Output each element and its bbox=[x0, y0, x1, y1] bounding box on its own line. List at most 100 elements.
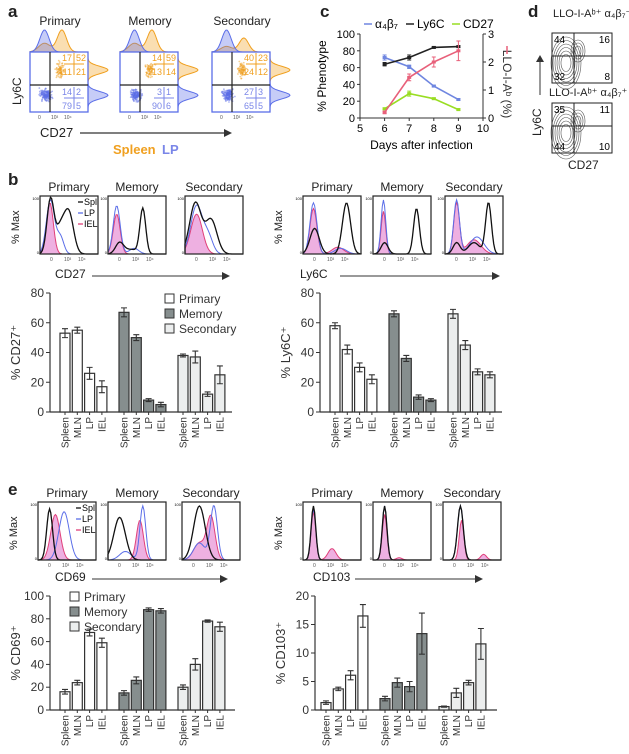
spleen-event-dot bbox=[243, 69, 246, 72]
histogram-plot: 100 0 0 10³ 10⁴ bbox=[435, 501, 502, 569]
x-tick-label: LP bbox=[144, 715, 155, 728]
condition-title: Secondary bbox=[213, 14, 271, 28]
hist-ymin: 0 bbox=[182, 250, 185, 255]
spleen-event-dot bbox=[242, 66, 245, 69]
error-bar bbox=[180, 353, 186, 358]
error-bar bbox=[157, 607, 164, 614]
error-bar bbox=[382, 110, 387, 115]
lp-event-dot bbox=[38, 90, 41, 93]
condition-title: Secondary bbox=[445, 180, 503, 194]
error-bar bbox=[180, 684, 186, 691]
hist-ymin: 0 bbox=[105, 250, 108, 255]
plot-frame bbox=[442, 501, 502, 561]
right-histogram bbox=[87, 52, 109, 113]
panel-label-a: a bbox=[8, 2, 18, 21]
error-bar bbox=[462, 340, 469, 351]
lp-event-dot bbox=[40, 93, 42, 96]
tick-label: 10⁴ bbox=[78, 257, 86, 263]
lp-event-dot bbox=[228, 101, 230, 103]
y-tick-label: 20 bbox=[31, 375, 45, 389]
spleen-event-dot bbox=[150, 62, 153, 65]
quadrant-value: 59 bbox=[166, 53, 176, 63]
quadrant-value: 14 bbox=[152, 53, 162, 63]
spleen-event-dot bbox=[59, 74, 62, 77]
y-axis-label: % CD27⁺ bbox=[8, 325, 23, 380]
quadrant-value: 6 bbox=[166, 101, 171, 111]
legend-label: Spl bbox=[82, 503, 95, 513]
x-tick-label: Spleen bbox=[120, 715, 131, 746]
y-tick-label: 60 bbox=[301, 316, 315, 330]
spleen-event-dot bbox=[240, 77, 243, 80]
x-tick-label: IEL bbox=[215, 715, 226, 730]
lp-event-dot bbox=[136, 96, 139, 99]
lp-event-dot bbox=[137, 100, 140, 103]
y2-tick-label: 3 bbox=[488, 29, 494, 41]
hist-ymax: 100 bbox=[435, 502, 442, 507]
lp-event-dot bbox=[222, 90, 225, 93]
error-bar bbox=[86, 628, 93, 637]
lp-event-dot bbox=[227, 94, 229, 97]
error-bar bbox=[431, 46, 436, 49]
tick-label: 0 bbox=[220, 115, 223, 121]
error-bar bbox=[394, 677, 401, 688]
error-bar bbox=[477, 627, 484, 660]
plot-frame bbox=[302, 195, 362, 255]
error-bar bbox=[86, 366, 93, 380]
lp-event-dot bbox=[134, 91, 137, 94]
error-bar bbox=[474, 368, 481, 376]
lp-event-dot bbox=[232, 96, 235, 99]
spleen-event-dot bbox=[58, 62, 61, 65]
x-arrow bbox=[340, 272, 500, 280]
hist-ymax: 100 bbox=[30, 502, 37, 507]
error-bar bbox=[441, 705, 447, 708]
quadrant-value: 5 bbox=[76, 101, 81, 111]
hist-ymin: 0 bbox=[370, 556, 373, 561]
tick-label: 10⁴ bbox=[481, 563, 489, 569]
spleen-event-dot bbox=[244, 73, 246, 76]
tick-label: 0 bbox=[383, 563, 386, 569]
tick-label: 0 bbox=[383, 257, 386, 263]
bar-secondary-mln bbox=[189, 356, 201, 413]
plot-frame bbox=[444, 195, 504, 255]
x-tick-label: Spleen bbox=[331, 417, 342, 448]
hist-ylabel: % Max bbox=[10, 210, 22, 244]
lp-event-dot bbox=[45, 91, 48, 93]
error-bar bbox=[431, 84, 436, 88]
y-tick-label: 20 bbox=[301, 375, 315, 389]
hist-ymax: 100 bbox=[437, 196, 444, 201]
tick-label: 10⁴ bbox=[411, 563, 419, 569]
error-bar bbox=[145, 398, 152, 403]
contour-line bbox=[560, 54, 572, 72]
error-bar bbox=[427, 398, 434, 403]
hist-ymax: 100 bbox=[365, 196, 372, 201]
x-tick-label: IEL bbox=[485, 417, 496, 432]
y-tick-label: 100 bbox=[337, 29, 355, 41]
bar-secondary-mln bbox=[459, 344, 471, 413]
spleen-event-dot bbox=[61, 66, 64, 69]
bar-memory-mln bbox=[400, 357, 412, 413]
hist-ymax: 100 bbox=[295, 196, 302, 201]
error-bar bbox=[407, 54, 412, 61]
error-bar bbox=[216, 365, 223, 385]
spleen-event-dot bbox=[147, 64, 150, 67]
error-bar bbox=[347, 670, 354, 681]
spleen-event-dot bbox=[55, 66, 58, 69]
x-tick-label: LP bbox=[85, 417, 96, 430]
lp-event-dot bbox=[221, 94, 224, 97]
x-tick-label: Spleen bbox=[440, 715, 451, 746]
hist-ymin: 0 bbox=[300, 556, 303, 561]
histogram-plot: 100 0 0 10³ 10⁴ bbox=[100, 195, 167, 263]
quadrant-value: 13 bbox=[152, 67, 162, 77]
x-tick-label: 9 bbox=[455, 123, 461, 135]
spleen-event-dot bbox=[60, 66, 63, 69]
x-tick-label: MLN bbox=[132, 715, 143, 736]
histogram-plot: 100 0 0 10³ 10⁴ bbox=[365, 195, 432, 263]
lp-event-dot bbox=[45, 100, 48, 103]
bar-memory-mln bbox=[130, 679, 142, 711]
error-bar bbox=[465, 679, 472, 686]
x-arrow bbox=[92, 575, 228, 583]
lp-event-dot bbox=[224, 100, 227, 103]
x-tick-label: IEL bbox=[97, 417, 108, 432]
x-tick-label: LP bbox=[355, 417, 366, 430]
legend-label: Ly6C bbox=[417, 17, 445, 31]
